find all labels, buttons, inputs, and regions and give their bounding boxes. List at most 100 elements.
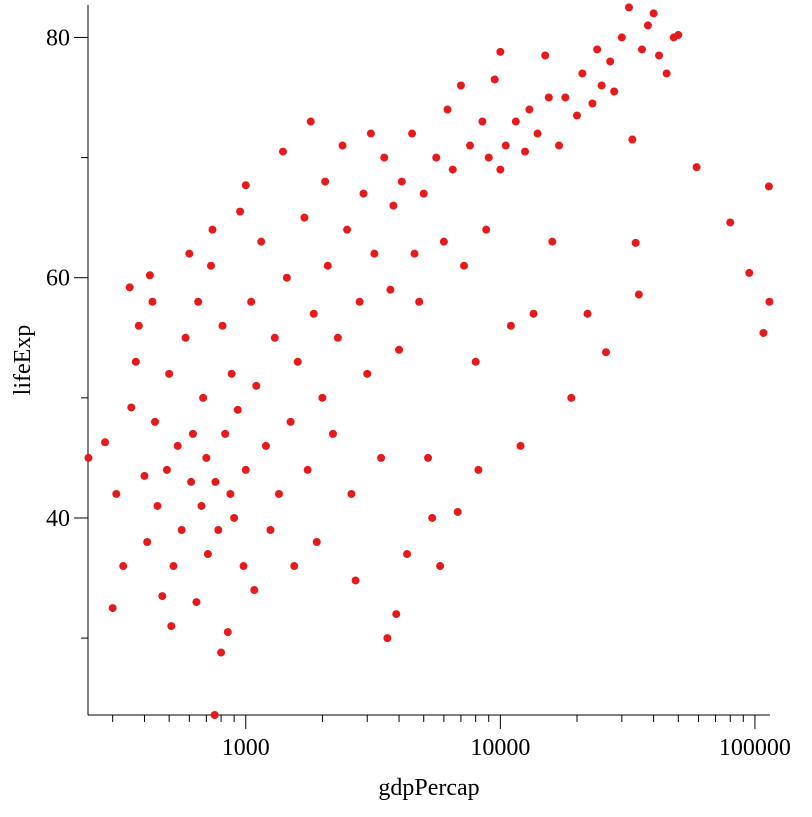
point	[634, 290, 643, 299]
point	[230, 513, 239, 522]
point	[119, 562, 128, 571]
point	[548, 237, 557, 246]
point	[112, 489, 121, 498]
point	[745, 268, 754, 277]
point	[567, 393, 576, 402]
point	[533, 129, 542, 138]
point	[125, 283, 134, 292]
point	[211, 477, 220, 486]
point	[323, 261, 332, 270]
point	[662, 69, 671, 78]
point	[208, 225, 217, 234]
point	[436, 562, 445, 571]
point	[474, 465, 483, 474]
point	[338, 141, 347, 150]
point	[583, 309, 592, 318]
point	[408, 129, 417, 138]
point	[453, 507, 462, 516]
point	[312, 538, 321, 547]
point	[241, 181, 250, 190]
point	[290, 562, 299, 571]
point	[199, 393, 208, 402]
point	[593, 45, 602, 54]
point	[610, 87, 619, 96]
point	[765, 297, 774, 306]
point	[143, 538, 152, 547]
point	[764, 182, 773, 191]
point	[655, 51, 664, 60]
point	[359, 189, 368, 198]
point	[257, 237, 266, 246]
point	[432, 153, 441, 162]
point	[692, 163, 701, 172]
point	[145, 271, 154, 280]
point	[343, 225, 352, 234]
point	[153, 501, 162, 510]
point	[428, 513, 437, 522]
point	[484, 153, 493, 162]
point	[496, 47, 505, 56]
point	[185, 249, 194, 258]
point	[177, 525, 186, 534]
point	[131, 357, 140, 366]
point	[206, 261, 215, 270]
point	[227, 369, 236, 378]
point	[424, 453, 433, 462]
point	[448, 165, 457, 174]
point	[383, 634, 392, 643]
point	[439, 237, 448, 246]
y-tick-label: 60	[46, 266, 70, 292]
point	[392, 610, 401, 619]
point	[252, 381, 261, 390]
point	[377, 453, 386, 462]
point	[261, 441, 270, 450]
point	[140, 471, 149, 480]
point	[303, 465, 312, 474]
point	[187, 477, 196, 486]
point	[328, 429, 337, 438]
point	[202, 453, 211, 462]
x-axis-title: gdpPercap	[378, 775, 479, 801]
point	[181, 333, 190, 342]
point	[482, 225, 491, 234]
point	[282, 273, 291, 282]
point	[380, 153, 389, 162]
point	[347, 489, 356, 498]
point	[726, 218, 735, 227]
point	[415, 297, 424, 306]
point	[466, 141, 475, 150]
point	[628, 135, 637, 144]
point	[309, 309, 318, 318]
point	[366, 129, 375, 138]
point	[101, 438, 110, 447]
point	[203, 550, 212, 559]
point	[270, 333, 279, 342]
point	[410, 249, 419, 258]
point	[278, 147, 287, 156]
point	[363, 369, 372, 378]
point	[525, 105, 534, 114]
point	[456, 81, 465, 90]
point	[521, 147, 530, 156]
point	[351, 576, 360, 585]
point	[386, 285, 395, 294]
point	[188, 429, 197, 438]
point	[127, 403, 136, 412]
point	[158, 592, 167, 601]
x-tick-label: 10000	[470, 735, 530, 761]
point	[588, 99, 597, 108]
point	[496, 165, 505, 174]
point	[617, 33, 626, 42]
point	[247, 297, 256, 306]
point	[300, 213, 309, 222]
point	[471, 357, 480, 366]
point	[637, 45, 646, 54]
point	[674, 31, 683, 40]
point	[606, 57, 615, 66]
point	[355, 297, 364, 306]
point	[236, 207, 245, 216]
point	[370, 249, 379, 258]
point	[759, 328, 768, 337]
point	[511, 117, 520, 126]
